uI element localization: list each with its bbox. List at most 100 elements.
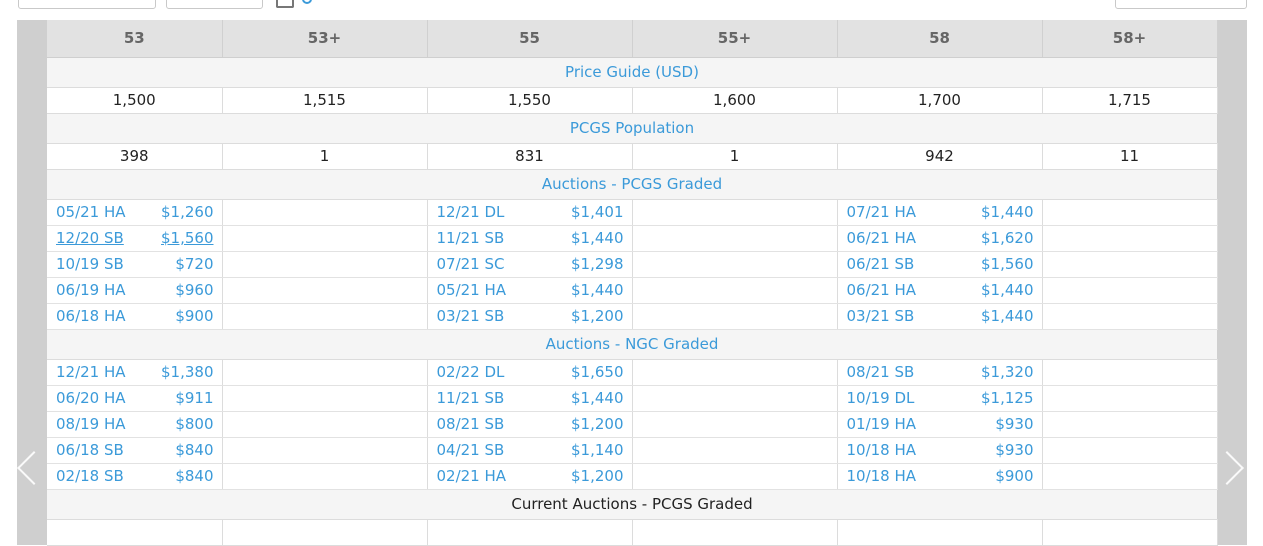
auction-date-house[interactable]: 06/20 HA bbox=[56, 389, 126, 407]
auction-date-house[interactable]: 06/18 SB bbox=[56, 441, 124, 459]
auction-entry[interactable]: 12/20 SB $1,560 bbox=[47, 229, 222, 247]
auction-date-house[interactable]: 07/21 SC bbox=[436, 255, 505, 273]
auction-cell[interactable]: 03/21 SB $1,440 bbox=[837, 303, 1043, 330]
auction-date-house[interactable]: 10/19 SB bbox=[56, 255, 124, 273]
auction-date-house[interactable]: 10/18 HA bbox=[846, 467, 917, 485]
auction-entry[interactable]: 06/21 HA $1,620 bbox=[838, 229, 1042, 247]
auction-date-house[interactable]: 04/21 SB bbox=[436, 441, 505, 459]
auction-price[interactable]: $1,440 bbox=[571, 281, 624, 299]
auction-date-house[interactable]: 05/21 HA bbox=[56, 203, 126, 221]
auction-entry[interactable]: 05/21 HA $1,440 bbox=[428, 281, 632, 299]
auction-cell[interactable]: 06/21 HA $1,620 bbox=[837, 225, 1043, 252]
auction-cell[interactable]: 06/21 HA $1,440 bbox=[837, 277, 1043, 304]
auction-cell[interactable]: 04/21 SB $1,140 bbox=[427, 437, 633, 464]
auction-entry[interactable]: 11/21 SB $1,440 bbox=[428, 389, 632, 407]
auction-entry[interactable]: 02/22 DL $1,650 bbox=[428, 363, 632, 381]
auction-cell[interactable]: 12/21 DL $1,401 bbox=[427, 199, 633, 226]
auction-entry[interactable]: 05/21 HA $1,260 bbox=[47, 203, 222, 221]
auction-date-house[interactable]: 03/21 SB bbox=[846, 307, 915, 325]
auction-entry[interactable]: 02/18 SB $840 bbox=[47, 467, 222, 485]
auction-entry[interactable]: 12/21 HA $1,380 bbox=[47, 363, 222, 381]
grade-header[interactable]: 53 bbox=[47, 20, 223, 58]
auction-date-house[interactable]: 10/19 DL bbox=[846, 389, 915, 407]
auction-price[interactable]: $1,298 bbox=[571, 255, 624, 273]
auction-cell[interactable]: 02/18 SB $840 bbox=[47, 463, 223, 490]
auction-price[interactable]: $1,440 bbox=[571, 389, 624, 407]
auction-cell[interactable]: 05/21 HA $1,440 bbox=[427, 277, 633, 304]
auction-cell[interactable]: 10/19 DL $1,125 bbox=[837, 385, 1043, 412]
auction-date-house[interactable]: 08/21 SB bbox=[846, 363, 915, 381]
auction-cell[interactable]: 08/19 HA $800 bbox=[47, 411, 223, 438]
auction-date-house[interactable]: 08/21 SB bbox=[436, 415, 505, 433]
auction-price[interactable]: $840 bbox=[175, 467, 214, 485]
auction-cell[interactable]: 03/21 SB $1,200 bbox=[427, 303, 633, 330]
auction-date-house[interactable]: 05/21 HA bbox=[436, 281, 507, 299]
auction-entry[interactable]: 06/21 SB $1,560 bbox=[838, 255, 1042, 273]
auction-entry[interactable]: 06/20 HA $911 bbox=[47, 389, 222, 407]
auction-price[interactable]: $1,440 bbox=[981, 307, 1034, 325]
auction-date-house[interactable]: 02/21 HA bbox=[436, 467, 507, 485]
top-select-3[interactable] bbox=[1115, 0, 1247, 9]
auction-cell[interactable]: 01/19 HA $930 bbox=[837, 411, 1043, 438]
auction-entry[interactable]: 11/21 SB $1,440 bbox=[428, 229, 632, 247]
auction-date-house[interactable]: 02/18 SB bbox=[56, 467, 124, 485]
auction-price[interactable]: $1,125 bbox=[981, 389, 1034, 407]
auction-entry[interactable]: 03/21 SB $1,200 bbox=[428, 307, 632, 325]
auction-date-house[interactable]: 12/20 SB bbox=[56, 229, 124, 247]
auction-entry[interactable]: 01/19 HA $930 bbox=[838, 415, 1042, 433]
top-select-2[interactable] bbox=[166, 0, 263, 9]
auction-entry[interactable]: 07/21 HA $1,440 bbox=[838, 203, 1042, 221]
grade-header[interactable]: 58+ bbox=[1042, 20, 1218, 58]
auction-entry[interactable]: 12/21 DL $1,401 bbox=[428, 203, 632, 221]
auction-price[interactable]: $840 bbox=[175, 441, 214, 459]
auction-entry[interactable]: 02/21 HA $1,200 bbox=[428, 467, 632, 485]
auction-price[interactable]: $1,380 bbox=[161, 363, 214, 381]
auction-date-house[interactable]: 01/19 HA bbox=[846, 415, 917, 433]
auction-cell[interactable]: 12/20 SB $1,560 bbox=[47, 225, 223, 252]
auction-cell[interactable]: 11/21 SB $1,440 bbox=[427, 225, 633, 252]
auction-entry[interactable]: 04/21 SB $1,140 bbox=[428, 441, 632, 459]
auction-price[interactable]: $1,650 bbox=[571, 363, 624, 381]
auction-cell[interactable]: 08/21 SB $1,320 bbox=[837, 359, 1043, 386]
auction-date-house[interactable]: 11/21 SB bbox=[436, 389, 505, 407]
auction-price[interactable]: $1,200 bbox=[571, 467, 624, 485]
auction-date-house[interactable]: 06/19 HA bbox=[56, 281, 126, 299]
auction-cell[interactable]: 08/21 SB $1,200 bbox=[427, 411, 633, 438]
auction-price[interactable]: $800 bbox=[175, 415, 214, 433]
auction-price[interactable]: $900 bbox=[995, 467, 1034, 485]
auction-price[interactable]: $1,620 bbox=[981, 229, 1034, 247]
auction-cell[interactable]: 06/21 SB $1,560 bbox=[837, 251, 1043, 278]
auction-price[interactable]: $930 bbox=[995, 441, 1034, 459]
auction-date-house[interactable]: 11/21 SB bbox=[436, 229, 505, 247]
auction-cell[interactable]: 10/19 SB $720 bbox=[47, 251, 223, 278]
auction-cell[interactable]: 06/18 HA $900 bbox=[47, 303, 223, 330]
auction-price[interactable]: $1,440 bbox=[981, 281, 1034, 299]
auction-entry[interactable]: 10/19 SB $720 bbox=[47, 255, 222, 273]
auction-cell[interactable]: 07/21 HA $1,440 bbox=[837, 199, 1043, 226]
auction-price[interactable]: $1,320 bbox=[981, 363, 1034, 381]
grade-header[interactable]: 55+ bbox=[632, 20, 838, 58]
auction-cell[interactable]: 10/18 HA $900 bbox=[837, 463, 1043, 490]
auction-price[interactable]: $1,560 bbox=[981, 255, 1034, 273]
auction-price[interactable]: $1,440 bbox=[981, 203, 1034, 221]
auction-entry[interactable]: 08/19 HA $800 bbox=[47, 415, 222, 433]
auction-cell[interactable]: 07/21 SC $1,298 bbox=[427, 251, 633, 278]
auction-cell[interactable]: 12/21 HA $1,380 bbox=[47, 359, 223, 386]
auction-price[interactable]: $720 bbox=[175, 255, 214, 273]
auction-entry[interactable]: 03/21 SB $1,440 bbox=[838, 307, 1042, 325]
grade-header[interactable]: 55 bbox=[427, 20, 633, 58]
auction-date-house[interactable]: 02/22 DL bbox=[436, 363, 505, 381]
auction-date-house[interactable]: 08/19 HA bbox=[56, 415, 126, 433]
auction-entry[interactable]: 08/21 SB $1,200 bbox=[428, 415, 632, 433]
auction-cell[interactable]: 06/19 HA $960 bbox=[47, 277, 223, 304]
auction-date-house[interactable]: 06/18 HA bbox=[56, 307, 126, 325]
grade-header[interactable]: 53+ bbox=[222, 20, 428, 58]
auction-price[interactable]: $1,200 bbox=[571, 415, 624, 433]
auction-entry[interactable]: 06/18 HA $900 bbox=[47, 307, 222, 325]
auction-date-house[interactable]: 10/18 HA bbox=[846, 441, 917, 459]
auction-date-house[interactable]: 06/21 HA bbox=[846, 229, 917, 247]
calendar-icon[interactable] bbox=[276, 0, 294, 8]
auction-price[interactable]: $1,200 bbox=[571, 307, 624, 325]
auction-price[interactable]: $911 bbox=[175, 389, 214, 407]
auction-price[interactable]: $900 bbox=[175, 307, 214, 325]
